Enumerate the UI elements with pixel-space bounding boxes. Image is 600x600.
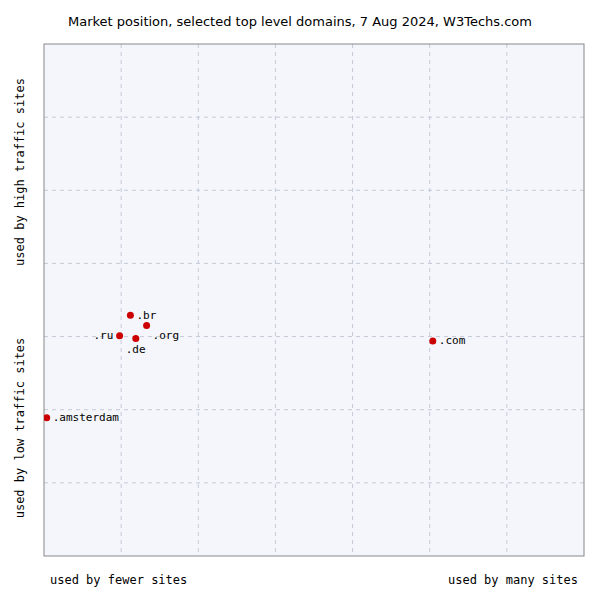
data-label: .ru bbox=[93, 329, 113, 342]
grid-line-x bbox=[506, 44, 507, 556]
grid-line-y bbox=[44, 336, 584, 337]
point bbox=[127, 312, 134, 319]
point bbox=[44, 414, 50, 421]
grid-line-x bbox=[352, 44, 353, 556]
data-label: .org bbox=[153, 329, 180, 342]
grid bbox=[44, 44, 584, 556]
grid-line-x bbox=[198, 44, 199, 556]
plot-frame bbox=[44, 44, 584, 556]
grid-line-y bbox=[44, 263, 584, 264]
grid-line-x bbox=[121, 44, 122, 556]
data-label: .de bbox=[126, 343, 146, 356]
point bbox=[132, 335, 139, 342]
data-label: .br bbox=[136, 309, 156, 322]
y-label-bottom: used by low traffic sites bbox=[13, 338, 27, 519]
grid-line-y bbox=[44, 409, 584, 410]
grid-line-y bbox=[44, 190, 584, 191]
data-label: .com bbox=[439, 334, 466, 347]
grid-line-x bbox=[275, 44, 276, 556]
chart: .com .br .org .ru .de .amsterdam Market positi… bbox=[0, 0, 600, 600]
grid-line-y bbox=[44, 117, 584, 118]
grid-line-x bbox=[429, 44, 430, 556]
points bbox=[44, 312, 436, 421]
data-labels: .com .br .org .ru .de .amsterdam bbox=[53, 309, 466, 424]
point bbox=[143, 322, 150, 329]
x-label-right: used by many sites bbox=[448, 573, 578, 587]
y-label-top: used by high traffic sites bbox=[13, 78, 27, 266]
point bbox=[116, 332, 123, 339]
point bbox=[429, 337, 436, 344]
x-label-left: used by fewer sites bbox=[50, 573, 187, 587]
data-label: .amsterdam bbox=[53, 411, 120, 424]
grid-line-y bbox=[44, 482, 584, 483]
title: Market position, selected top level doma… bbox=[68, 14, 532, 29]
plot-area bbox=[44, 44, 584, 556]
